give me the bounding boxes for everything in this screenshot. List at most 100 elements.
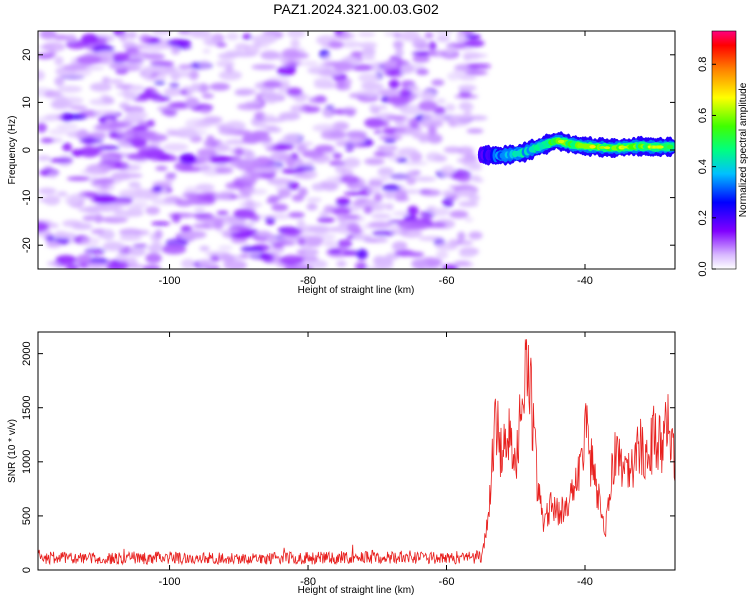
noise-blob	[320, 130, 347, 141]
noise-blob	[260, 117, 286, 123]
noise-blob	[346, 234, 355, 240]
noise-blob	[381, 120, 390, 128]
noise-blob	[297, 237, 306, 246]
noise-blob	[119, 33, 128, 42]
signal-cell	[667, 144, 674, 150]
noise-blob	[325, 105, 335, 110]
noise-blob	[271, 143, 295, 151]
noise-blob	[101, 76, 111, 84]
noise-blob	[306, 203, 318, 211]
noise-blob	[421, 113, 432, 125]
noise-blob	[144, 148, 165, 158]
noise-blob	[126, 110, 148, 120]
signal-contour	[557, 139, 664, 150]
noise-blob	[109, 62, 128, 70]
noise-blob	[260, 50, 280, 60]
y-tick-label: 20	[21, 49, 33, 61]
y-tick-label: 10	[21, 96, 33, 108]
noise-blob	[404, 221, 430, 230]
noise-blob	[273, 243, 284, 249]
noise-blob	[119, 234, 142, 241]
noise-blob	[38, 122, 47, 133]
noise-blob	[436, 98, 446, 104]
noise-blob	[245, 43, 270, 49]
noise-blob	[418, 100, 438, 112]
noise-blob	[108, 79, 124, 84]
colorbar-gradient	[711, 30, 737, 270]
noise-blob	[185, 97, 200, 108]
noise-blob	[233, 208, 256, 220]
noise-blob	[288, 211, 305, 219]
colorbar-ticks: 0.0 0.2 0.4 0.6 0.8	[697, 57, 716, 277]
noise-blob	[411, 258, 428, 269]
noise-blob	[281, 56, 295, 68]
noise-blob	[463, 40, 484, 46]
noise-blob	[234, 147, 244, 157]
noise-blob	[46, 241, 62, 248]
noise-blob	[38, 155, 51, 161]
noise-blobs	[38, 31, 492, 269]
noise-blob	[441, 190, 455, 197]
colorbar: 0.0 0.2 0.4 0.6 0.8 Normalized spectral ampl…	[697, 30, 749, 277]
colorbar-tick-label: 0.8	[697, 57, 709, 72]
noise-blob	[278, 112, 301, 121]
noise-blob	[416, 68, 429, 76]
noise-blob	[349, 228, 365, 234]
x-tick-label: -60	[439, 275, 455, 287]
noise-blob	[208, 155, 232, 164]
snr-ticks: -100 -80 -60 -40 0 500 1000 1500 2000	[21, 332, 675, 588]
signal-cell	[662, 143, 669, 150]
noise-blob	[464, 34, 481, 40]
noise-blob	[456, 157, 478, 164]
noise-blob	[107, 123, 128, 128]
noise-blob	[415, 43, 432, 50]
noise-blob	[464, 216, 474, 223]
spectrogram-heat-layer	[38, 31, 675, 269]
noise-blob	[190, 82, 201, 92]
noise-blob	[50, 99, 69, 110]
noise-blob	[38, 187, 57, 195]
noise-blob	[399, 104, 423, 116]
noise-blob	[111, 201, 131, 207]
noise-blob	[378, 105, 388, 110]
noise-blob	[435, 242, 459, 251]
noise-blob	[468, 194, 480, 202]
noise-blob	[458, 103, 475, 111]
noise-blob	[343, 214, 361, 220]
noise-blob	[314, 144, 335, 153]
noise-blob	[130, 137, 147, 148]
noise-blob	[447, 72, 461, 81]
noise-blob	[304, 248, 315, 259]
noise-blob	[218, 70, 243, 81]
noise-blob	[80, 169, 102, 175]
noise-blob	[431, 207, 450, 217]
noise-blob	[142, 264, 161, 269]
noise-blob	[143, 44, 164, 52]
noise-blob	[128, 181, 141, 188]
noise-blob	[209, 82, 231, 91]
noise-blob	[89, 82, 112, 92]
noise-blob	[128, 51, 150, 59]
noise-blob	[217, 245, 233, 251]
noise-blob	[308, 96, 328, 104]
noise-blob	[128, 247, 146, 257]
x-tick-label: -100	[159, 275, 181, 287]
signal-cell	[538, 143, 545, 149]
noise-blob	[445, 103, 456, 112]
noise-blob	[178, 64, 193, 70]
noise-blob	[65, 34, 77, 43]
noise-blob	[78, 109, 101, 118]
noise-blob	[357, 32, 376, 37]
noise-blob	[229, 158, 251, 168]
noise-blob	[225, 181, 245, 190]
noise-blob	[390, 174, 417, 180]
noise-blob	[336, 212, 348, 223]
noise-blob	[322, 240, 338, 247]
noise-blob	[412, 55, 431, 63]
noise-blob	[180, 225, 193, 233]
noise-blob	[99, 182, 110, 190]
noise-blob	[328, 249, 343, 254]
noise-blob	[234, 90, 253, 96]
noise-blob	[154, 229, 163, 240]
noise-blob	[350, 51, 364, 57]
